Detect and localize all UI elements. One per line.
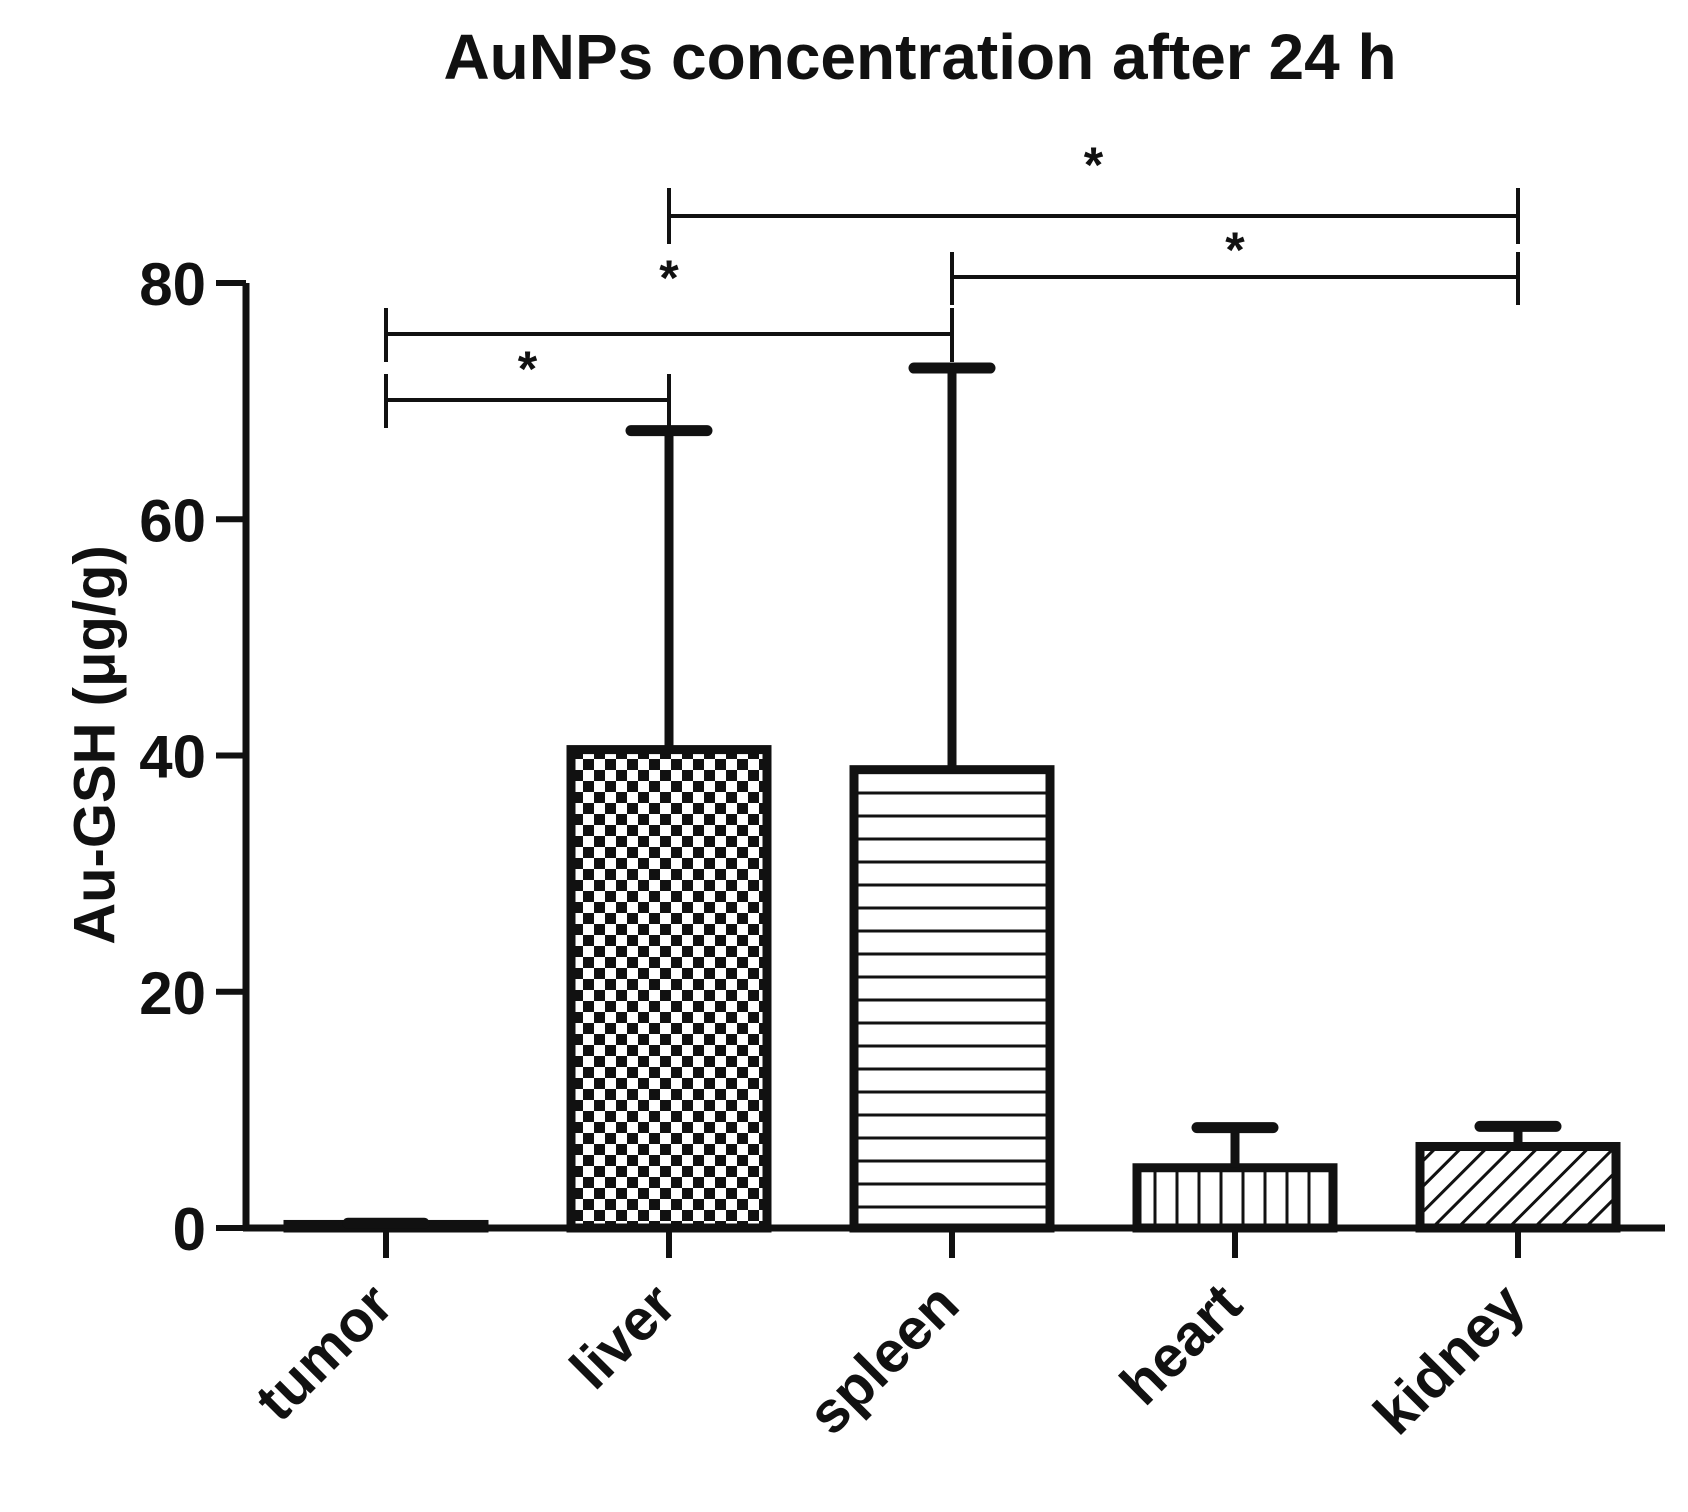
significance-label: *	[518, 341, 538, 397]
y-tick-label: 60	[139, 487, 206, 554]
y-tick-label: 40	[139, 724, 206, 791]
x-tick-label: liver	[558, 1271, 688, 1401]
significance-label: *	[1084, 137, 1104, 193]
error-bars	[342, 362, 1562, 1229]
bar	[1415, 1141, 1621, 1233]
significance-brackets: * * * *	[384, 137, 1520, 428]
y-tick-label: 80	[139, 251, 206, 318]
bar	[566, 745, 772, 1233]
bar	[1132, 1163, 1338, 1233]
y-tick-label: 20	[139, 960, 206, 1027]
bar	[849, 765, 1055, 1233]
x-tick-label: kidney	[1361, 1271, 1537, 1447]
x-tick-label: heart	[1108, 1271, 1254, 1417]
significance-label: *	[1225, 222, 1245, 278]
bars	[283, 745, 1621, 1233]
significance-label: *	[659, 250, 679, 306]
y-tick-label: 0	[173, 1196, 206, 1263]
chart-title: AuNPs concentration after 24 h	[443, 21, 1397, 93]
x-tick-label: tumor	[243, 1271, 405, 1433]
x-tick-label: spleen	[795, 1271, 971, 1447]
